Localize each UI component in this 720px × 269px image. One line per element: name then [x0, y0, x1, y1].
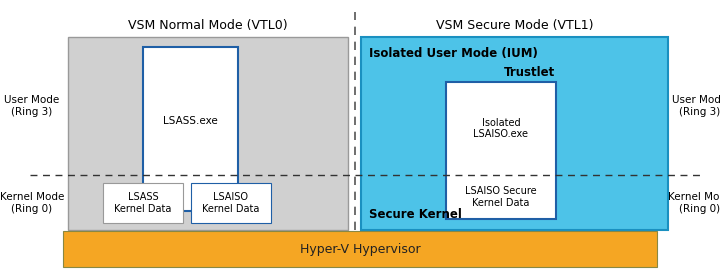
Text: Trustlet: Trustlet — [504, 65, 555, 79]
Text: LSAISO Secure
Kernel Data: LSAISO Secure Kernel Data — [465, 186, 537, 208]
Bar — [446, 82, 556, 219]
Text: LSASS
Kernel Data: LSASS Kernel Data — [114, 192, 171, 214]
Bar — [143, 47, 238, 211]
Text: LSAISO
Kernel Data: LSAISO Kernel Data — [202, 192, 260, 214]
Text: User Mode
(Ring 3): User Mode (Ring 3) — [4, 95, 60, 117]
Text: User Mode
(Ring 3): User Mode (Ring 3) — [672, 95, 720, 117]
Text: VSM Secure Mode (VTL1): VSM Secure Mode (VTL1) — [436, 19, 593, 31]
Text: Secure Kernel: Secure Kernel — [369, 208, 462, 221]
Text: Kernel Mode
(Ring 0): Kernel Mode (Ring 0) — [0, 192, 64, 214]
Bar — [191, 183, 271, 223]
Text: Isolated User Mode (IUM): Isolated User Mode (IUM) — [369, 47, 538, 60]
Bar — [103, 183, 183, 223]
Text: VSM Normal Mode (VTL0): VSM Normal Mode (VTL0) — [128, 19, 288, 31]
Bar — [361, 37, 668, 230]
Text: LSASS.exe: LSASS.exe — [163, 116, 218, 126]
Bar — [63, 231, 657, 267]
Text: Hyper-V Hypervisor: Hyper-V Hypervisor — [300, 242, 420, 256]
Text: Kernel Mode
(Ring 0): Kernel Mode (Ring 0) — [668, 192, 720, 214]
Text: Isolated
LSAISO.exe: Isolated LSAISO.exe — [474, 118, 528, 139]
Bar — [68, 37, 348, 230]
